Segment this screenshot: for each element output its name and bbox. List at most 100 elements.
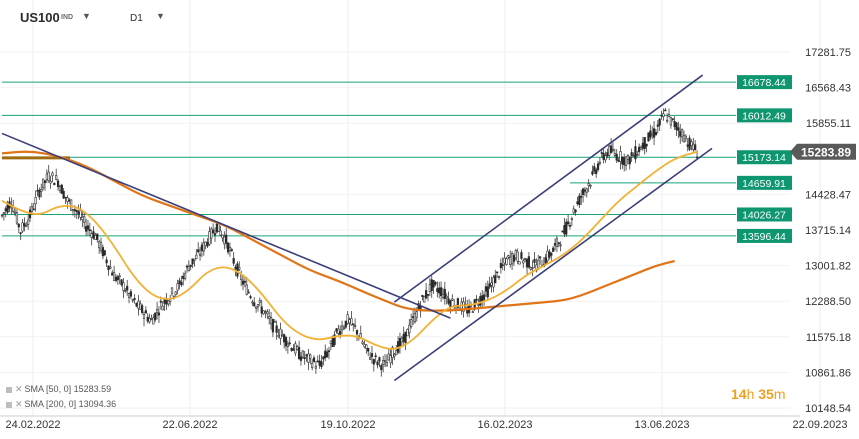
candle-body — [105, 259, 108, 264]
candle-body — [688, 137, 691, 150]
candle-body — [679, 130, 682, 137]
candle-body — [428, 284, 431, 292]
timeframe-label[interactable]: D1 — [130, 13, 143, 24]
candle-body — [509, 256, 512, 265]
current-price-label: 15283.89 — [801, 146, 851, 160]
symbol-label[interactable]: US100 — [20, 10, 60, 25]
level-badge — [737, 228, 792, 243]
candle-body — [322, 356, 325, 360]
candle-body — [675, 122, 678, 131]
candle-body — [382, 360, 385, 366]
legend-sma200-label: SMA [200, 0] 13094.36 — [24, 399, 117, 409]
candle-body — [430, 279, 433, 292]
y-tick-label: 12288.50 — [805, 296, 851, 308]
candle-body — [159, 300, 162, 303]
candle-body — [320, 361, 323, 367]
level-badge-label: 14659.91 — [742, 178, 786, 190]
candle-body — [432, 280, 435, 288]
symbol-dropdown-icon[interactable]: ▼ — [82, 11, 91, 21]
candle-body — [297, 347, 301, 360]
candle-body — [671, 118, 674, 120]
candle-body — [198, 253, 202, 256]
legend-sma50[interactable]: ✕ SMA [50, 0] 15283.59 — [6, 384, 111, 395]
candle-body — [335, 328, 338, 332]
candle-body — [475, 298, 478, 301]
close-icon[interactable]: ✕ — [15, 384, 23, 394]
candle-body — [141, 305, 144, 313]
candle-body — [626, 155, 630, 160]
candle-body — [86, 225, 90, 230]
candle-body — [552, 247, 555, 252]
candle-body — [516, 251, 519, 262]
candle-body — [462, 301, 465, 312]
candle-body — [200, 244, 204, 252]
candle-body — [327, 350, 331, 353]
candle-body — [56, 180, 60, 187]
candle-body — [378, 357, 381, 362]
candle-body — [598, 161, 601, 164]
candle-body — [410, 319, 413, 327]
timer-minutes: 35 — [758, 386, 774, 402]
candle-body — [79, 210, 82, 218]
candle-body — [695, 156, 699, 159]
candle-body — [262, 310, 265, 315]
x-tick-label: 24.02.2022 — [5, 419, 60, 431]
candle-body — [608, 145, 611, 156]
candle-body — [94, 235, 97, 240]
candle-body — [404, 331, 407, 343]
level-badge-label: 13596.44 — [742, 231, 786, 243]
candle-body — [189, 264, 192, 267]
level-badge — [737, 150, 792, 165]
close-icon[interactable]: ✕ — [15, 399, 23, 409]
legend-sma200[interactable]: ✕ SMA [200, 0] 13094.36 — [6, 399, 116, 410]
candle-body — [617, 160, 620, 162]
candle-body — [634, 146, 637, 160]
candle-body — [619, 151, 622, 163]
trendline-channel-upper — [393, 74, 704, 303]
candle-body — [98, 241, 101, 249]
candle-body — [593, 166, 596, 172]
candle-body — [155, 309, 159, 313]
candle-body — [529, 267, 532, 270]
candle-body — [40, 188, 43, 192]
indicator-toggle-icon[interactable] — [6, 401, 12, 408]
candle-body — [215, 223, 218, 233]
candle-body — [127, 293, 131, 298]
candle-body — [488, 283, 491, 288]
candle-body — [202, 242, 205, 252]
candle-body — [256, 304, 260, 308]
candle-body — [514, 250, 517, 259]
candle-body — [557, 242, 560, 245]
candle-body — [296, 346, 299, 350]
y-tick-label: 10861.86 — [805, 367, 851, 379]
candle-body — [411, 316, 415, 318]
candle-body — [206, 241, 209, 247]
candle-body — [53, 182, 56, 186]
candle-body — [413, 313, 417, 323]
x-axis: 24.02.2022 22.06.2022 19.10.2022 16.02.2023… — [0, 415, 848, 431]
candle-body — [490, 282, 493, 286]
candle-body — [30, 206, 33, 212]
candle-body — [456, 298, 459, 308]
candle-body — [667, 114, 671, 117]
candle-body — [77, 211, 80, 215]
candle-body — [129, 291, 133, 297]
candle-body — [585, 188, 588, 193]
y-tick-label: 11575.18 — [806, 332, 851, 344]
candle-body — [90, 233, 93, 238]
candle-body — [471, 311, 474, 313]
timeframe-dropdown-icon[interactable]: ▼ — [156, 11, 165, 21]
candle-body — [273, 321, 276, 323]
y-tick-label: 14428.47 — [805, 189, 851, 201]
level-badges: 16678.44 16012.49 15173.14 14659.91 14026.27… — [737, 75, 856, 243]
candle-body — [346, 314, 349, 324]
candle-body — [596, 163, 600, 170]
candle-body — [654, 131, 658, 136]
indicator-toggle-icon[interactable] — [6, 386, 12, 393]
candle-body — [539, 256, 542, 259]
candle-body — [167, 300, 170, 305]
candle-body — [611, 148, 615, 151]
candle-body — [666, 119, 669, 122]
candle-body — [236, 263, 239, 277]
